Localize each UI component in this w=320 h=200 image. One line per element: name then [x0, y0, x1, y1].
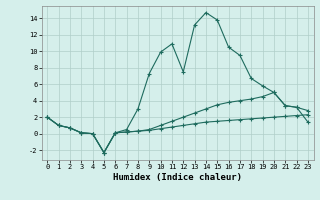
X-axis label: Humidex (Indice chaleur): Humidex (Indice chaleur) — [113, 173, 242, 182]
